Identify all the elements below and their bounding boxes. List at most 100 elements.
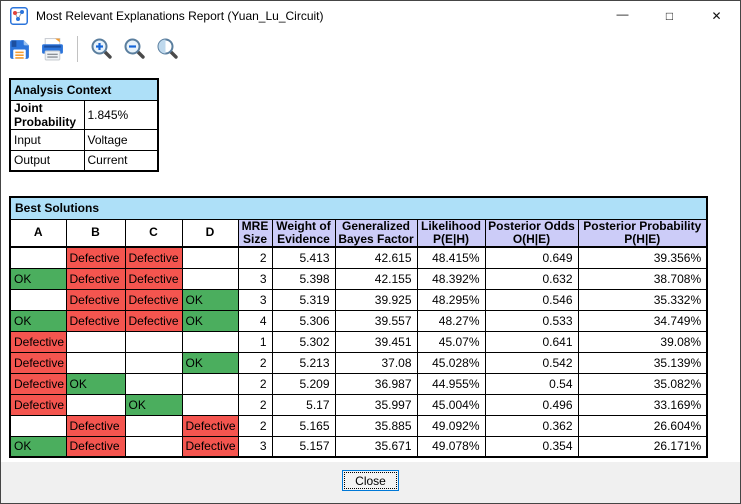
column-header-weight-of-evidence: Weight of Evidence [271,218,336,248]
state-cell-d [181,393,239,416]
zoom-out-button[interactable] [123,37,147,61]
state-cell-d [181,330,239,353]
state-cell-b: Defective [65,435,126,458]
cell-posterior-probability: 39.356% [577,246,708,269]
cell-posterior-odds: 0.533 [484,309,579,332]
cell-generalized-bayes-factor: 35.885 [334,414,418,437]
toolbar [1,31,740,67]
cell-weight-of-evidence: 5.209 [271,372,336,395]
cell-likelihood: 45.07% [416,330,486,353]
solution-row: Defective 1 5.302 39.451 45.07% 0.641 39.08% [9,330,708,353]
cell-posterior-odds: 0.546 [484,288,579,311]
state-cell-a [9,288,67,311]
cell-generalized-bayes-factor: 42.615 [334,246,418,269]
column-header-generalized-bayes-factor: Generalized Bayes Factor [334,218,418,248]
cell-weight-of-evidence: 5.413 [271,246,336,269]
cell-generalized-bayes-factor: 35.671 [334,435,418,458]
best-solutions-table: Best Solutions A B C D MRE Size Weight o… [9,196,709,458]
analysis-context-title: Analysis Context [9,78,159,101]
cell-likelihood: 48.295% [416,288,486,311]
maximize-button[interactable]: □ [646,1,693,31]
cell-generalized-bayes-factor: 39.557 [334,309,418,332]
column-header-likelihood: Likelihood P(E|H) [416,218,486,248]
cell-weight-of-evidence: 5.213 [271,351,336,374]
cell-posterior-probability: 35.082% [577,372,708,395]
context-label: Output [9,149,85,172]
cell-mre-size: 1 [237,330,273,353]
cell-weight-of-evidence: 5.17 [271,393,336,416]
cell-likelihood: 49.092% [416,414,486,437]
solution-row: Defective OK 2 5.213 37.08 45.028% 0.542 35.139… [9,351,708,374]
state-cell-a [9,246,67,269]
cell-posterior-odds: 0.354 [484,435,579,458]
cell-likelihood: 45.028% [416,351,486,374]
state-cell-d: OK [181,351,239,374]
state-cell-b [65,393,126,416]
state-cell-d: Defective [181,435,239,458]
close-button[interactable]: Close [342,470,399,491]
cell-posterior-probability: 35.332% [577,288,708,311]
column-header-posterior-probability: Posterior Probability P(H|E) [577,218,708,248]
column-header-c: C [124,218,183,248]
solution-row: OK Defective Defective 3 5.157 35.671 49.078% 0… [9,435,708,458]
context-row-joint-probability: Joint Probability 1.845% [9,99,159,130]
print-button[interactable] [40,37,65,61]
minimize-button[interactable]: — [599,1,646,31]
state-cell-b [65,330,126,353]
cell-generalized-bayes-factor: 37.08 [334,351,418,374]
cell-posterior-probability: 26.171% [577,435,708,458]
state-cell-a: Defective [9,330,67,353]
zoom-in-button[interactable] [90,37,114,61]
toolbar-separator [77,36,78,62]
context-row-output: Output Current [9,149,159,172]
cell-generalized-bayes-factor: 39.925 [334,288,418,311]
state-cell-c: Defective [124,309,183,332]
cell-weight-of-evidence: 5.157 [271,435,336,458]
report-content: Analysis Context Joint Probability 1.845… [1,78,740,458]
cell-mre-size: 3 [237,435,273,458]
column-header-row: A B C D MRE Size Weight of Evidence Gene… [9,218,708,248]
maximize-icon: □ [665,9,674,23]
state-cell-d: OK [181,309,239,332]
solution-row: OK Defective Defective 3 5.398 42.155 48.392% 0… [9,267,708,290]
cell-generalized-bayes-factor: 39.451 [334,330,418,353]
save-icon [10,39,29,59]
cell-mre-size: 2 [237,246,273,269]
window-title: Most Relevant Explanations Report (Yuan_… [36,9,324,23]
window-controls: — □ ✕ [599,1,740,31]
zoom-selection-icon [157,38,178,59]
print-icon [42,37,63,60]
state-cell-a: Defective [9,393,67,416]
best-solutions-title: Best Solutions [9,196,708,220]
cell-mre-size: 2 [237,372,273,395]
state-cell-c [124,414,183,437]
state-cell-c [124,330,183,353]
cell-posterior-probability: 39.08% [577,330,708,353]
state-cell-c: Defective [124,246,183,269]
cell-posterior-odds: 0.649 [484,246,579,269]
column-header-mre-size: MRE Size [237,218,273,248]
state-cell-a: Defective [9,351,67,374]
cell-likelihood: 45.004% [416,393,486,416]
cell-generalized-bayes-factor: 42.155 [334,267,418,290]
zoom-selection-button[interactable] [156,37,180,61]
state-cell-c: Defective [124,267,183,290]
context-value: Voltage [83,128,159,151]
state-cell-d: OK [181,288,239,311]
save-button[interactable] [8,38,31,61]
state-cell-b: OK [65,372,126,395]
close-window-button[interactable]: ✕ [693,1,740,31]
state-cell-a: OK [9,435,67,458]
cell-posterior-probability: 33.169% [577,393,708,416]
button-bar: Close [1,462,740,503]
context-label: Joint Probability [9,99,85,130]
analysis-context-table: Analysis Context Joint Probability 1.845… [9,78,159,172]
state-cell-a [9,414,67,437]
state-cell-c: OK [124,393,183,416]
column-header-d: D [181,218,239,248]
cell-posterior-probability: 34.749% [577,309,708,332]
state-cell-a: OK [9,309,67,332]
cell-mre-size: 4 [237,309,273,332]
state-cell-d: Defective [181,414,239,437]
cell-generalized-bayes-factor: 36.987 [334,372,418,395]
